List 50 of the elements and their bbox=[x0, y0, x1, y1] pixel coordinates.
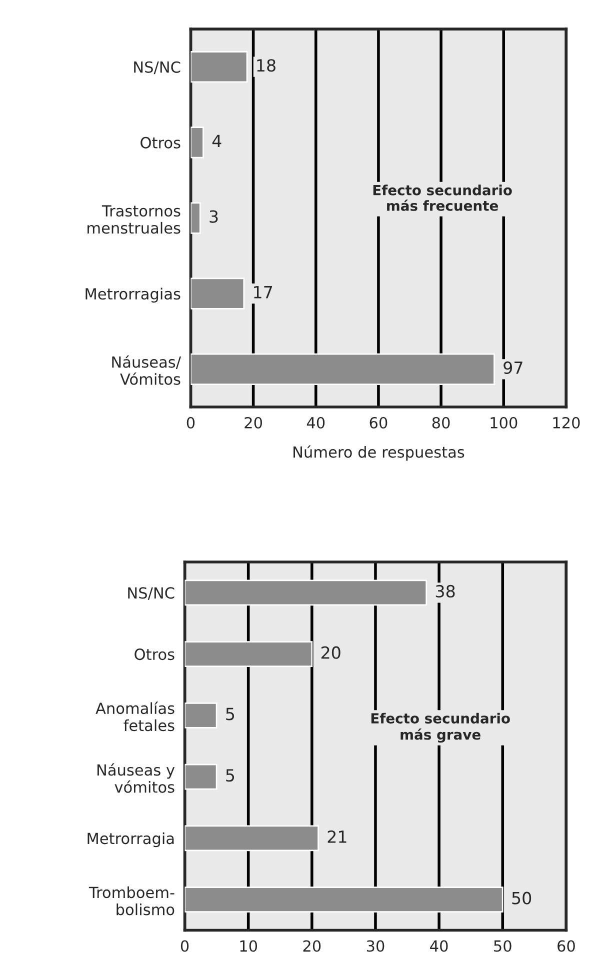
bar bbox=[184, 764, 218, 790]
x-axis-title: Número de respuestas bbox=[294, 445, 464, 461]
x-tick-label: 0 bbox=[180, 940, 189, 952]
data-label: 21 bbox=[328, 830, 346, 843]
data-label: 4 bbox=[212, 134, 222, 148]
data-label: 3 bbox=[210, 210, 218, 223]
data-label: 5 bbox=[226, 769, 234, 782]
data-label: 97 bbox=[504, 361, 522, 374]
x-tick-label: 30 bbox=[366, 940, 384, 952]
x-tick-label: 100 bbox=[490, 416, 518, 429]
x-tick-label: 20 bbox=[303, 940, 321, 952]
data-label: 20 bbox=[321, 646, 340, 659]
y-tick-label: NS/NC bbox=[128, 587, 174, 600]
x-tick-label: 40 bbox=[306, 416, 325, 429]
data-label: 17 bbox=[254, 286, 272, 298]
x-tick-label: 50 bbox=[494, 940, 512, 952]
bar bbox=[190, 353, 495, 385]
y-tick-label: Trastornos menstruales bbox=[88, 205, 180, 234]
x-tick-label: 40 bbox=[430, 940, 448, 952]
x-tick-label: 60 bbox=[370, 416, 388, 429]
y-tick-label: Otros bbox=[134, 648, 174, 660]
bar bbox=[190, 278, 245, 310]
x-tick-label: 20 bbox=[244, 416, 262, 429]
bar bbox=[184, 702, 218, 728]
x-tick-label: 0 bbox=[186, 416, 195, 429]
data-label: 18 bbox=[257, 59, 276, 72]
bar bbox=[184, 825, 319, 852]
data-label: 38 bbox=[436, 584, 455, 598]
y-tick-label: NS/NC bbox=[134, 61, 180, 74]
x-tick-label: 120 bbox=[553, 416, 580, 429]
bar bbox=[190, 51, 248, 83]
data-label: 5 bbox=[226, 708, 234, 720]
x-tick-label: 10 bbox=[240, 940, 258, 952]
bar bbox=[190, 202, 201, 234]
y-tick-label: Otros bbox=[140, 136, 180, 148]
y-tick-label: Metrorragia bbox=[88, 832, 174, 848]
annotation: Efecto secundario más frecuente bbox=[373, 184, 512, 211]
x-tick-label: 60 bbox=[558, 940, 575, 952]
bar bbox=[184, 580, 428, 606]
data-label: 50 bbox=[512, 892, 532, 904]
annotation: Efecto secundario más grave bbox=[371, 712, 510, 743]
y-tick-label: Náuseas/ Vómitos bbox=[112, 355, 181, 385]
bar bbox=[184, 886, 504, 913]
x-tick-label: 80 bbox=[432, 416, 450, 429]
y-tick-label: Metrorragias bbox=[86, 288, 180, 303]
bar bbox=[190, 126, 204, 158]
y-tick-label: Tromboem- bolismo bbox=[88, 886, 174, 916]
y-tick-label: Anomalías fetales bbox=[96, 702, 174, 732]
bar bbox=[184, 641, 313, 668]
y-tick-label: Náuseas y vómitos bbox=[97, 763, 175, 793]
